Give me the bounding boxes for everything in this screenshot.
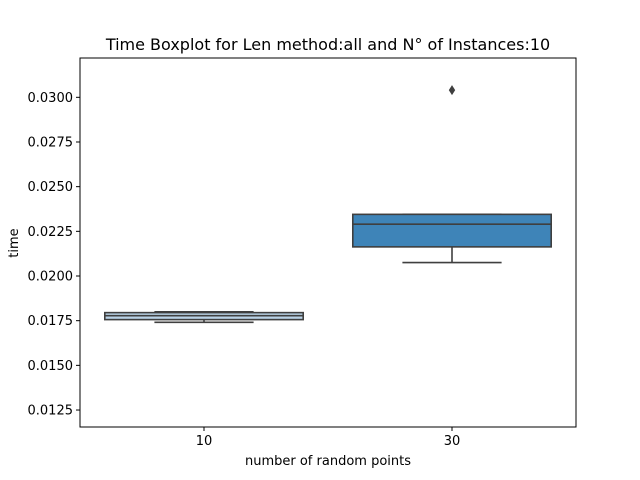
outlier-point — [448, 85, 456, 96]
y-axis-label: time — [7, 228, 22, 257]
y-tick-label: 0.0275 — [28, 135, 74, 150]
box-group-30 — [351, 85, 552, 264]
box-group-10 — [104, 310, 304, 324]
box-iqr — [351, 213, 552, 248]
boxplot-series — [104, 85, 552, 324]
y-axis: 0.0125 0.0150 0.0175 0.0200 0.0225 0.0250 0.02… — [28, 91, 80, 419]
x-axis: 10 30 — [196, 427, 461, 449]
plot-frame — [79, 57, 577, 428]
chart-title: Time Boxplot for Len method:all and N° o… — [105, 35, 550, 54]
y-tick-label: 0.0250 — [28, 180, 74, 195]
x-tick-label: 30 — [444, 434, 461, 449]
x-tick-label: 10 — [196, 434, 213, 449]
y-tick-label: 0.0300 — [28, 91, 74, 106]
y-tick-label: 0.0175 — [28, 314, 74, 329]
y-tick-label: 0.0125 — [28, 404, 74, 419]
y-tick-label: 0.0150 — [28, 359, 74, 374]
y-tick-label: 0.0225 — [28, 225, 74, 240]
y-tick-label: 0.0200 — [28, 270, 74, 285]
x-axis-label: number of random points — [245, 454, 411, 469]
